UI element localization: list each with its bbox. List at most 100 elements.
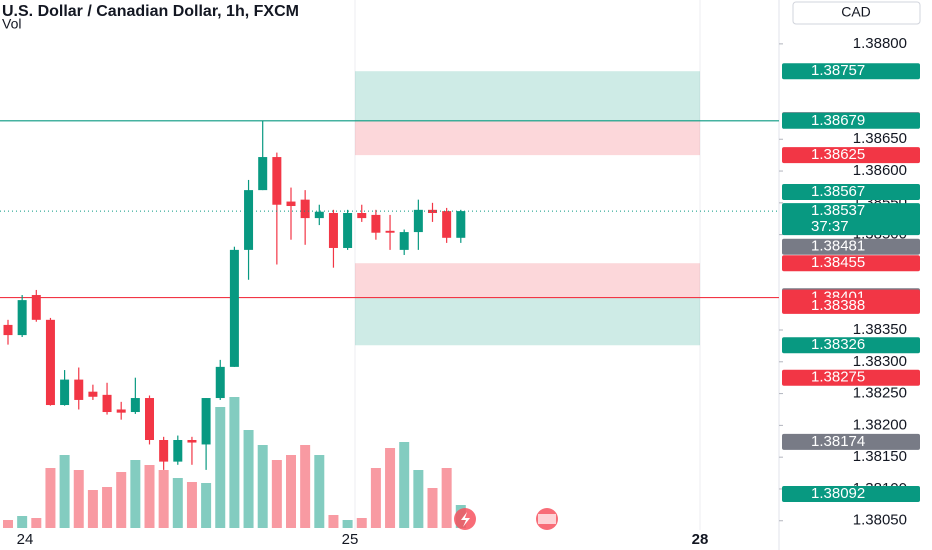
volume-bar [300, 445, 311, 528]
icons [454, 508, 558, 530]
candle-body [272, 157, 282, 205]
candle-body [357, 213, 367, 219]
candle-body [3, 324, 13, 336]
volume-bar [314, 455, 325, 528]
candle-body [258, 157, 268, 191]
volume-bar [31, 518, 42, 528]
candle-body [244, 190, 254, 250]
candle-body [343, 213, 353, 248]
candle-body [314, 211, 324, 219]
candle-body [385, 230, 395, 233]
candle-body [116, 409, 126, 413]
grid [354, 0, 780, 550]
volume-bar [172, 478, 183, 528]
x-tick-label: 24 [17, 531, 34, 548]
candle-body [300, 199, 310, 219]
price-badge-label: 1.38092 [811, 485, 865, 502]
price-badge [782, 112, 920, 129]
y-tick-label: 1.38600 [853, 162, 907, 179]
y-tick-label: 1.38250 [853, 385, 907, 402]
candle-body [173, 440, 183, 462]
volume-bar [215, 407, 226, 528]
y-tick-label: 1.38150 [853, 448, 907, 465]
price-badge [782, 203, 920, 236]
volume-bar [130, 460, 141, 528]
price-badge [782, 238, 920, 255]
candles-layer [0, 120, 779, 470]
volume-bar [370, 468, 381, 528]
candle-body [399, 232, 409, 250]
volume-bar [59, 455, 70, 528]
price-badge-label: 1.38275 [811, 369, 865, 386]
volume-bar [441, 468, 452, 528]
candle-body [286, 201, 296, 207]
y-tick-label: 1.38800 [853, 35, 907, 52]
candle-body [413, 209, 423, 233]
currency-button[interactable] [792, 1, 921, 25]
volume-bar [328, 515, 339, 528]
price-badge-label: 1.38481 [811, 238, 865, 255]
candle-body [159, 440, 169, 462]
price-badge [782, 433, 920, 450]
volume-bar [356, 518, 367, 528]
price-badge-label: 1.38537 [811, 202, 865, 219]
price-badge-label: 1.38679 [811, 112, 865, 129]
volume-layer [3, 397, 466, 528]
price-badge-label: 1.38388 [811, 297, 865, 314]
candle-body [74, 379, 84, 400]
price-badge-label: 1.38625 [811, 146, 865, 163]
target-zone [355, 71, 700, 121]
price-badge-label: 1.38455 [811, 254, 865, 271]
volume-bar [271, 460, 282, 528]
candle-body [371, 214, 381, 233]
stop-zone [355, 120, 700, 156]
volume-bar [257, 445, 268, 528]
price-badge [782, 147, 920, 164]
price-badge [782, 255, 920, 272]
candle-body [102, 394, 112, 413]
volume-bar [45, 468, 56, 528]
y-tick-label: 1.38200 [853, 416, 907, 433]
candle-body [45, 319, 55, 406]
price-badge [782, 369, 920, 386]
volume-bar [427, 488, 438, 528]
volume-bar [342, 520, 353, 528]
flash-glyph [461, 512, 470, 527]
price-badge-label: 1.38326 [811, 336, 865, 353]
candle-body [328, 213, 338, 248]
x-tick-label: 28 [692, 531, 709, 548]
positions-layer [0, 71, 779, 346]
price-axis: 1.388001.386501.386001.385501.385001.383… [779, 35, 920, 529]
candle-body [60, 379, 70, 406]
candle-body [145, 398, 154, 440]
currency-label[interactable]: CAD [841, 4, 871, 20]
candle-body [17, 300, 27, 336]
flag-glyph [538, 514, 556, 524]
countdown-label: 37:37 [811, 218, 849, 235]
candle-body [215, 366, 225, 399]
volume-bar [229, 397, 240, 528]
y-tick-label: 1.38300 [853, 353, 907, 370]
candle-body [456, 211, 466, 238]
y-tick-label: 1.38650 [853, 130, 907, 147]
candle-body [201, 398, 211, 445]
x-tick-label: 25 [342, 531, 359, 548]
price-badge [782, 184, 920, 201]
volume-bar [73, 470, 84, 528]
price-badge [782, 337, 920, 354]
candle-body [130, 398, 140, 413]
volume-bar [201, 483, 212, 528]
candle-body [31, 295, 41, 320]
price-badge-label: 1.38174 [811, 433, 865, 450]
price-badge [782, 486, 920, 503]
target-zone [355, 297, 700, 346]
chart-title: U.S. Dollar / Canadian Dollar, 1h, FXCM [2, 3, 299, 20]
volume-bar [186, 482, 197, 528]
volume-bar [243, 430, 254, 528]
volume-bar [116, 472, 127, 528]
volume-bar [3, 520, 13, 528]
volume-bar [144, 465, 155, 528]
candle-body [442, 211, 452, 238]
